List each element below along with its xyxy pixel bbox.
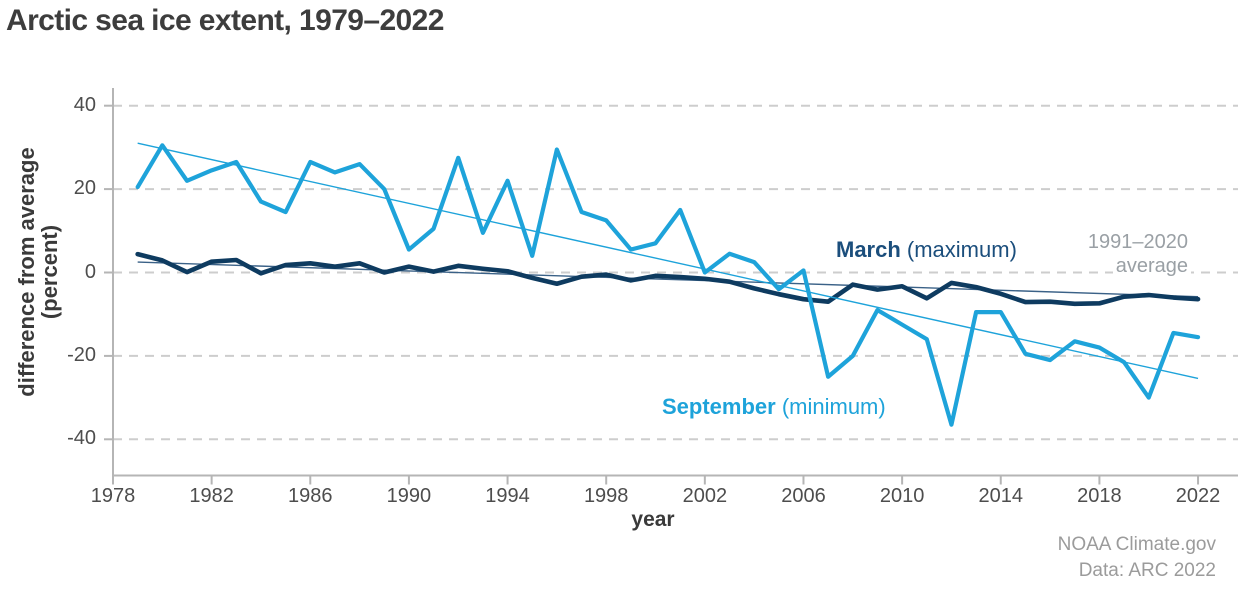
x-tick-label: 1986 bbox=[288, 485, 333, 507]
baseline-average-label: 1991–2020 average bbox=[1084, 230, 1191, 278]
x-tick-label: 2022 bbox=[1175, 485, 1221, 507]
september-series-line bbox=[135, 143, 1201, 427]
x-tick-label: 2002 bbox=[682, 485, 728, 507]
credit-noaa: NOAA Climate.gov bbox=[1057, 534, 1216, 555]
x-tick-label: 1990 bbox=[386, 485, 432, 507]
baseline-average-line1: 1991–2020 bbox=[1084, 230, 1191, 254]
legend-september: September (minimum) bbox=[662, 394, 886, 420]
y-tick-label: 20 bbox=[73, 177, 96, 200]
credit-data: Data: ARC 2022 bbox=[1078, 560, 1216, 581]
september-trend-line bbox=[137, 142, 1199, 380]
y-tick-label: 0 bbox=[84, 260, 96, 283]
x-tick-label: 1998 bbox=[583, 485, 629, 507]
baseline-average-line2: average bbox=[1112, 254, 1191, 278]
x-tick-label: 2014 bbox=[978, 485, 1024, 507]
x-tick-label: 2010 bbox=[879, 485, 925, 507]
legend-march-qualifier: (maximum) bbox=[900, 237, 1017, 262]
legend-september-name: September bbox=[662, 394, 776, 419]
legend-september-qualifier: (minimum) bbox=[775, 394, 886, 419]
x-tick-label: 2006 bbox=[781, 485, 826, 507]
y-tick-label: -20 bbox=[67, 343, 96, 366]
legend-march: March (maximum) bbox=[836, 237, 1017, 263]
x-axis-title: year bbox=[631, 508, 675, 531]
march-trend-line bbox=[137, 261, 1199, 298]
y-tick-label: -40 bbox=[67, 427, 96, 450]
y-tick-label: 40 bbox=[73, 93, 96, 116]
x-tick-label: 2018 bbox=[1077, 485, 1122, 507]
chart-title: Arctic sea ice extent, 1979–2022 bbox=[6, 4, 444, 37]
source-credits: NOAA Climate.gov Data: ARC 2022 bbox=[1058, 532, 1216, 584]
x-tick-label: 1982 bbox=[189, 485, 234, 507]
x-tick-label: 1994 bbox=[485, 485, 530, 507]
legend-march-name: March bbox=[836, 237, 901, 262]
march-series-line bbox=[135, 251, 1201, 307]
x-tick-label: 1978 bbox=[90, 485, 136, 507]
